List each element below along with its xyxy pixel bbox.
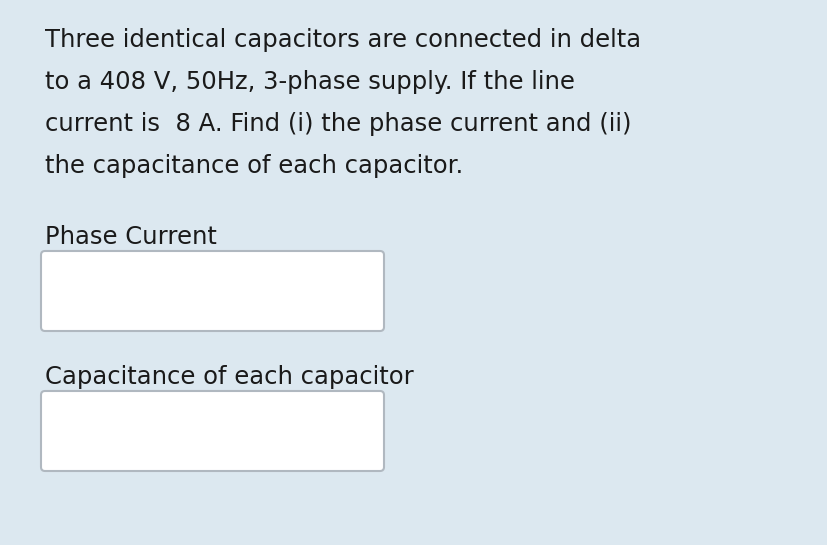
Text: current is  8 A. Find (i) the phase current and (ii): current is 8 A. Find (i) the phase curre… — [45, 112, 631, 136]
Text: Phase Current: Phase Current — [45, 225, 217, 249]
Text: Three identical capacitors are connected in delta: Three identical capacitors are connected… — [45, 28, 640, 52]
FancyBboxPatch shape — [41, 391, 384, 471]
Text: to a 408 V, 50Hz, 3-phase supply. If the line: to a 408 V, 50Hz, 3-phase supply. If the… — [45, 70, 574, 94]
Text: the capacitance of each capacitor.: the capacitance of each capacitor. — [45, 154, 462, 178]
Text: Capacitance of each capacitor: Capacitance of each capacitor — [45, 365, 414, 389]
FancyBboxPatch shape — [41, 251, 384, 331]
